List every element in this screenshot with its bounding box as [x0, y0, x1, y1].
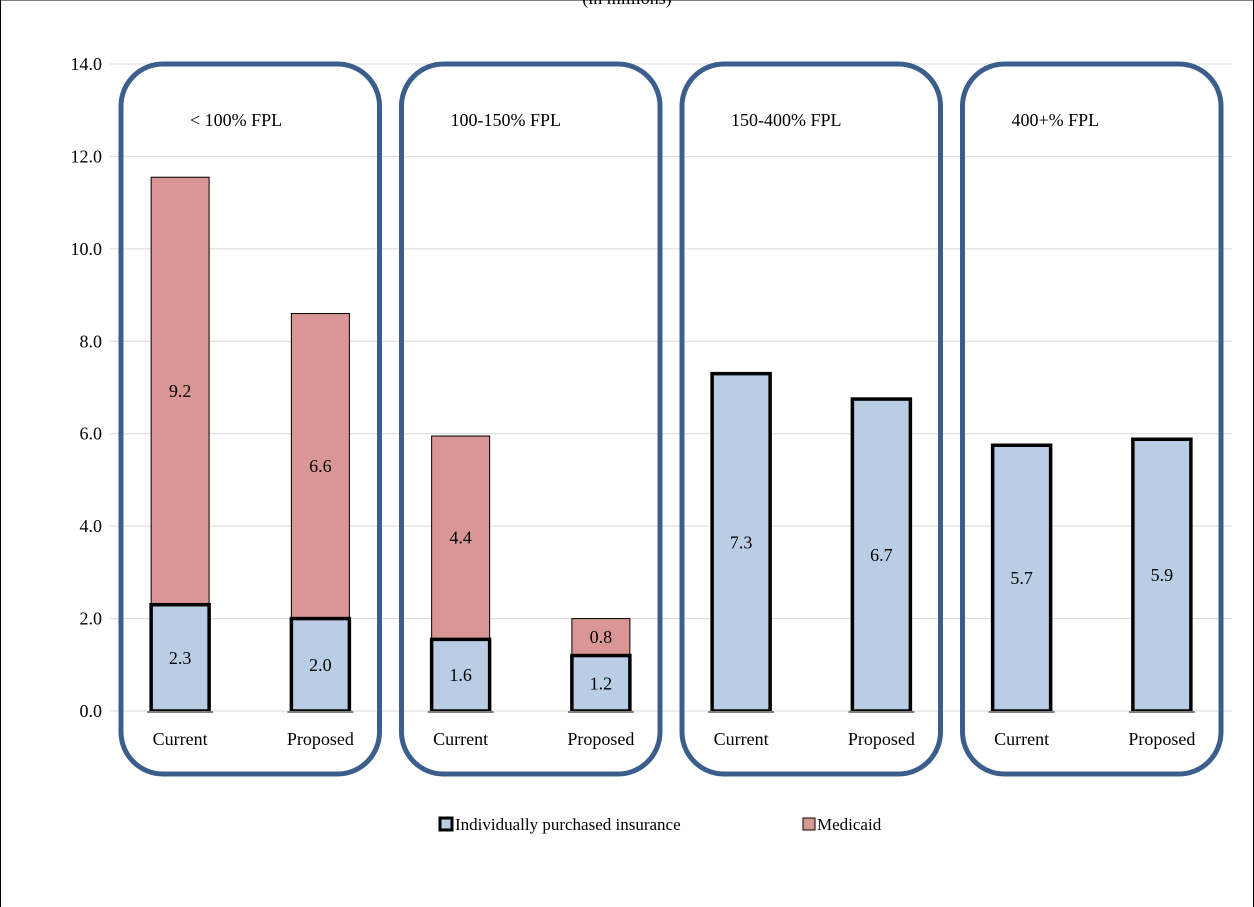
x-tick-label: Proposed	[848, 729, 915, 749]
legend-label-medicaid: Medicaid	[817, 815, 882, 834]
group-label: 400+% FPL	[1012, 110, 1100, 130]
data-label-individual: 2.0	[309, 655, 332, 675]
data-label-individual: 5.7	[1010, 568, 1033, 588]
bar-individual	[570, 653, 632, 713]
group-box	[118, 61, 382, 777]
bar-individual	[289, 616, 352, 713]
group-boxes: < 100% FPL 100-150% FPL 150-400% FPL 400+% …	[118, 61, 1224, 777]
data-label-medicaid: 0.8	[590, 627, 613, 647]
data-label-medicaid: 6.6	[309, 456, 332, 476]
bar-individual	[1131, 437, 1193, 713]
data-label-individual: 6.7	[870, 545, 893, 565]
bar-medicaid	[431, 435, 491, 640]
legend-label-individual: Individually purchased insurance	[455, 815, 681, 834]
x-axis-labels: Current Proposed Current Proposed Current Pro…	[153, 729, 1196, 749]
legend: Individually purchased insurance Medicai…	[438, 815, 882, 834]
gridlines	[110, 63, 1232, 712]
group-box	[679, 61, 943, 777]
y-tick-label: 8.0	[80, 331, 103, 351]
data-label-individual: 2.3	[169, 648, 192, 668]
group-label: 100-150% FPL	[451, 110, 562, 130]
y-tick-label: 0.0	[80, 701, 103, 721]
data-label-individual: 1.6	[449, 665, 472, 685]
data-label-individual: 7.3	[730, 532, 753, 552]
x-tick-label: Current	[433, 729, 488, 749]
bars: 9.2 2.3 6.6 2.0 4.4 1.6 0.8 1.2 7.3 6.7 5.7 5.9	[147, 176, 1195, 713]
legend-swatch-medicaid	[802, 817, 816, 831]
x-tick-label: Proposed	[567, 729, 634, 749]
x-tick-label: Proposed	[287, 729, 354, 749]
data-label-medicaid: 4.4	[449, 528, 472, 548]
y-tick-label: 2.0	[80, 609, 103, 629]
bar-medicaid	[150, 176, 210, 606]
x-tick-label: Current	[153, 729, 208, 749]
bar-individual	[710, 371, 772, 713]
chart-title: (in millions)	[582, 0, 672, 9]
data-label-medicaid: 9.2	[169, 381, 192, 401]
bar-medicaid	[571, 618, 631, 657]
x-tick-label: Current	[714, 729, 769, 749]
y-tick-label: 14.0	[71, 54, 103, 74]
x-tick-label: Proposed	[1128, 729, 1195, 749]
bar-individual	[850, 397, 913, 713]
y-tick-label: 12.0	[71, 146, 103, 166]
data-label-individual: 1.2	[590, 673, 613, 693]
x-tick-label: Current	[994, 729, 1049, 749]
bar-individual	[990, 443, 1053, 713]
group-box	[960, 61, 1224, 777]
y-tick-label: 4.0	[80, 516, 103, 536]
group-label: < 100% FPL	[190, 110, 282, 130]
group-box	[399, 61, 663, 777]
y-axis: 0.0 2.0 4.0 6.0 8.0 10.0 12.0 14.0	[71, 54, 103, 721]
bar-individual	[149, 602, 211, 713]
legend-swatch-individual	[438, 816, 454, 832]
y-tick-label: 10.0	[71, 239, 103, 259]
bar-medicaid	[290, 313, 350, 620]
group-label: 150-400% FPL	[731, 110, 842, 130]
data-label-individual: 5.9	[1151, 565, 1174, 585]
y-tick-label: 6.0	[80, 424, 103, 444]
bar-individual	[429, 637, 492, 713]
